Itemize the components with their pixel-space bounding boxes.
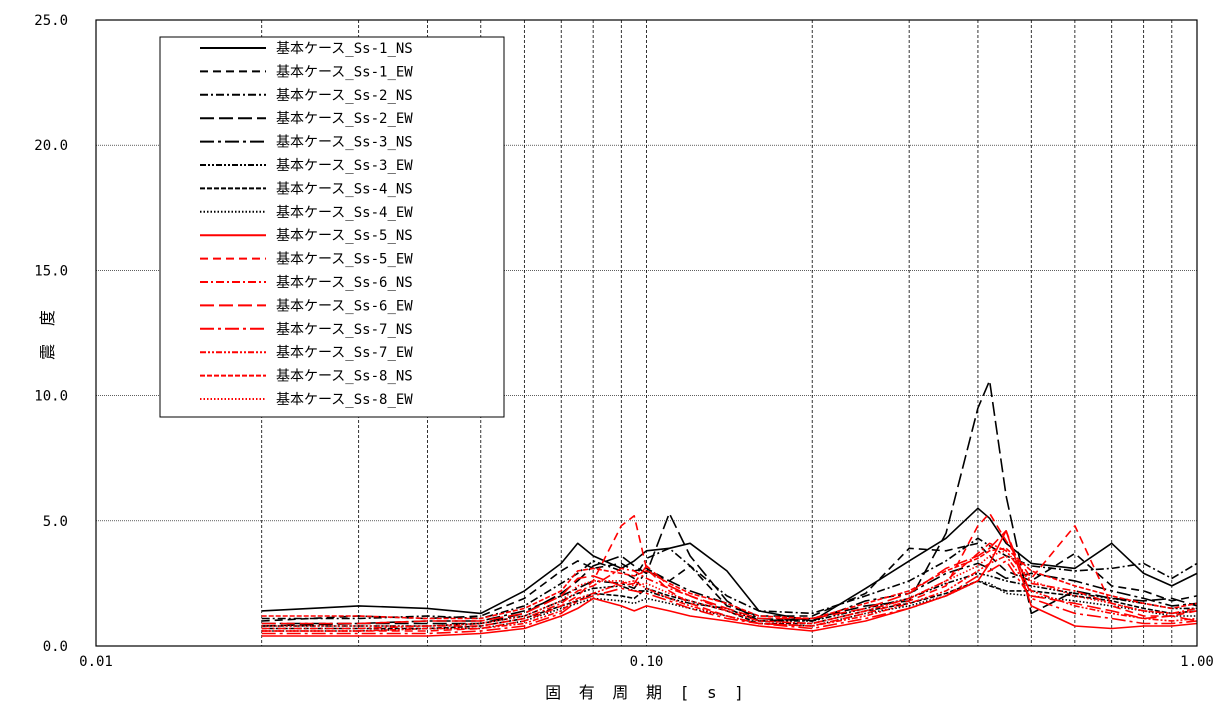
series-line-1 — [261, 507, 1198, 622]
series-line-14 — [261, 555, 1198, 632]
series-line-7 — [261, 580, 1198, 630]
legend-label: 基本ケース_Ss-5_NS — [276, 227, 413, 244]
legend: 基本ケース_Ss-1_NS 基本ケース_Ss-1_EW 基本ケース_Ss-2_NS 基… — [159, 36, 505, 418]
y-tick-label: 0.0 — [43, 639, 68, 655]
legend-label: 基本ケース_Ss-6_NS — [276, 274, 413, 291]
y-tick-label: 10.0 — [34, 389, 68, 405]
legend-label: 基本ケース_Ss-8_EW — [276, 391, 413, 408]
tick-labels: 0.0 5.0 10.0 15.0 20.0 25.0 0.01 0.10 1.00 — [34, 13, 1213, 670]
series-lines — [261, 379, 1198, 637]
legend-label: 基本ケース_Ss-6_EW — [276, 297, 413, 314]
legend-label: 基本ケース_Ss-4_NS — [276, 180, 413, 197]
legend-label: 基本ケース_Ss-7_EW — [276, 344, 413, 361]
legend-label: 基本ケース_Ss-3_NS — [276, 134, 413, 151]
legend-label: 基本ケース_Ss-4_EW — [276, 204, 413, 221]
legend-label: 基本ケース_Ss-5_EW — [276, 251, 413, 268]
y-tick-label: 15.0 — [34, 263, 68, 279]
legend-label: 基本ケース_Ss-1_EW — [276, 63, 413, 80]
legend-label: 基本ケース_Ss-1_NS — [276, 40, 413, 57]
legend-label: 基本ケース_Ss-7_NS — [276, 321, 413, 338]
legend-label: 基本ケース_Ss-2_NS — [276, 87, 413, 104]
y-axis-title: 震 度 — [38, 306, 57, 360]
legend-label: 基本ケース_Ss-2_EW — [276, 110, 413, 127]
series-line-16 — [261, 549, 1198, 627]
x-tick-label: 0.01 — [79, 654, 113, 670]
y-tick-label: 20.0 — [34, 138, 68, 154]
series-line-13 — [261, 560, 1198, 635]
legend-label: 基本ケース_Ss-8_NS — [276, 368, 413, 385]
series-line-9 — [261, 529, 1198, 637]
y-tick-label: 25.0 — [34, 13, 68, 29]
x-axis-title: 固 有 周 期 [ s ] — [545, 683, 748, 702]
series-line-12 — [261, 529, 1198, 625]
legend-box — [159, 36, 505, 418]
legend-label: 基本ケース_Ss-3_EW — [276, 157, 413, 174]
x-tick-label: 0.10 — [630, 654, 664, 670]
series-line-11 — [261, 542, 1198, 630]
series-line-15 — [261, 547, 1198, 620]
x-tick-label: 1.00 — [1180, 654, 1213, 670]
series-line-5 — [261, 562, 1198, 625]
plot-frame — [95, 19, 1198, 647]
series-line-3 — [261, 537, 1198, 620]
y-tick-label: 5.0 — [43, 514, 68, 530]
series-line-8 — [261, 580, 1197, 632]
